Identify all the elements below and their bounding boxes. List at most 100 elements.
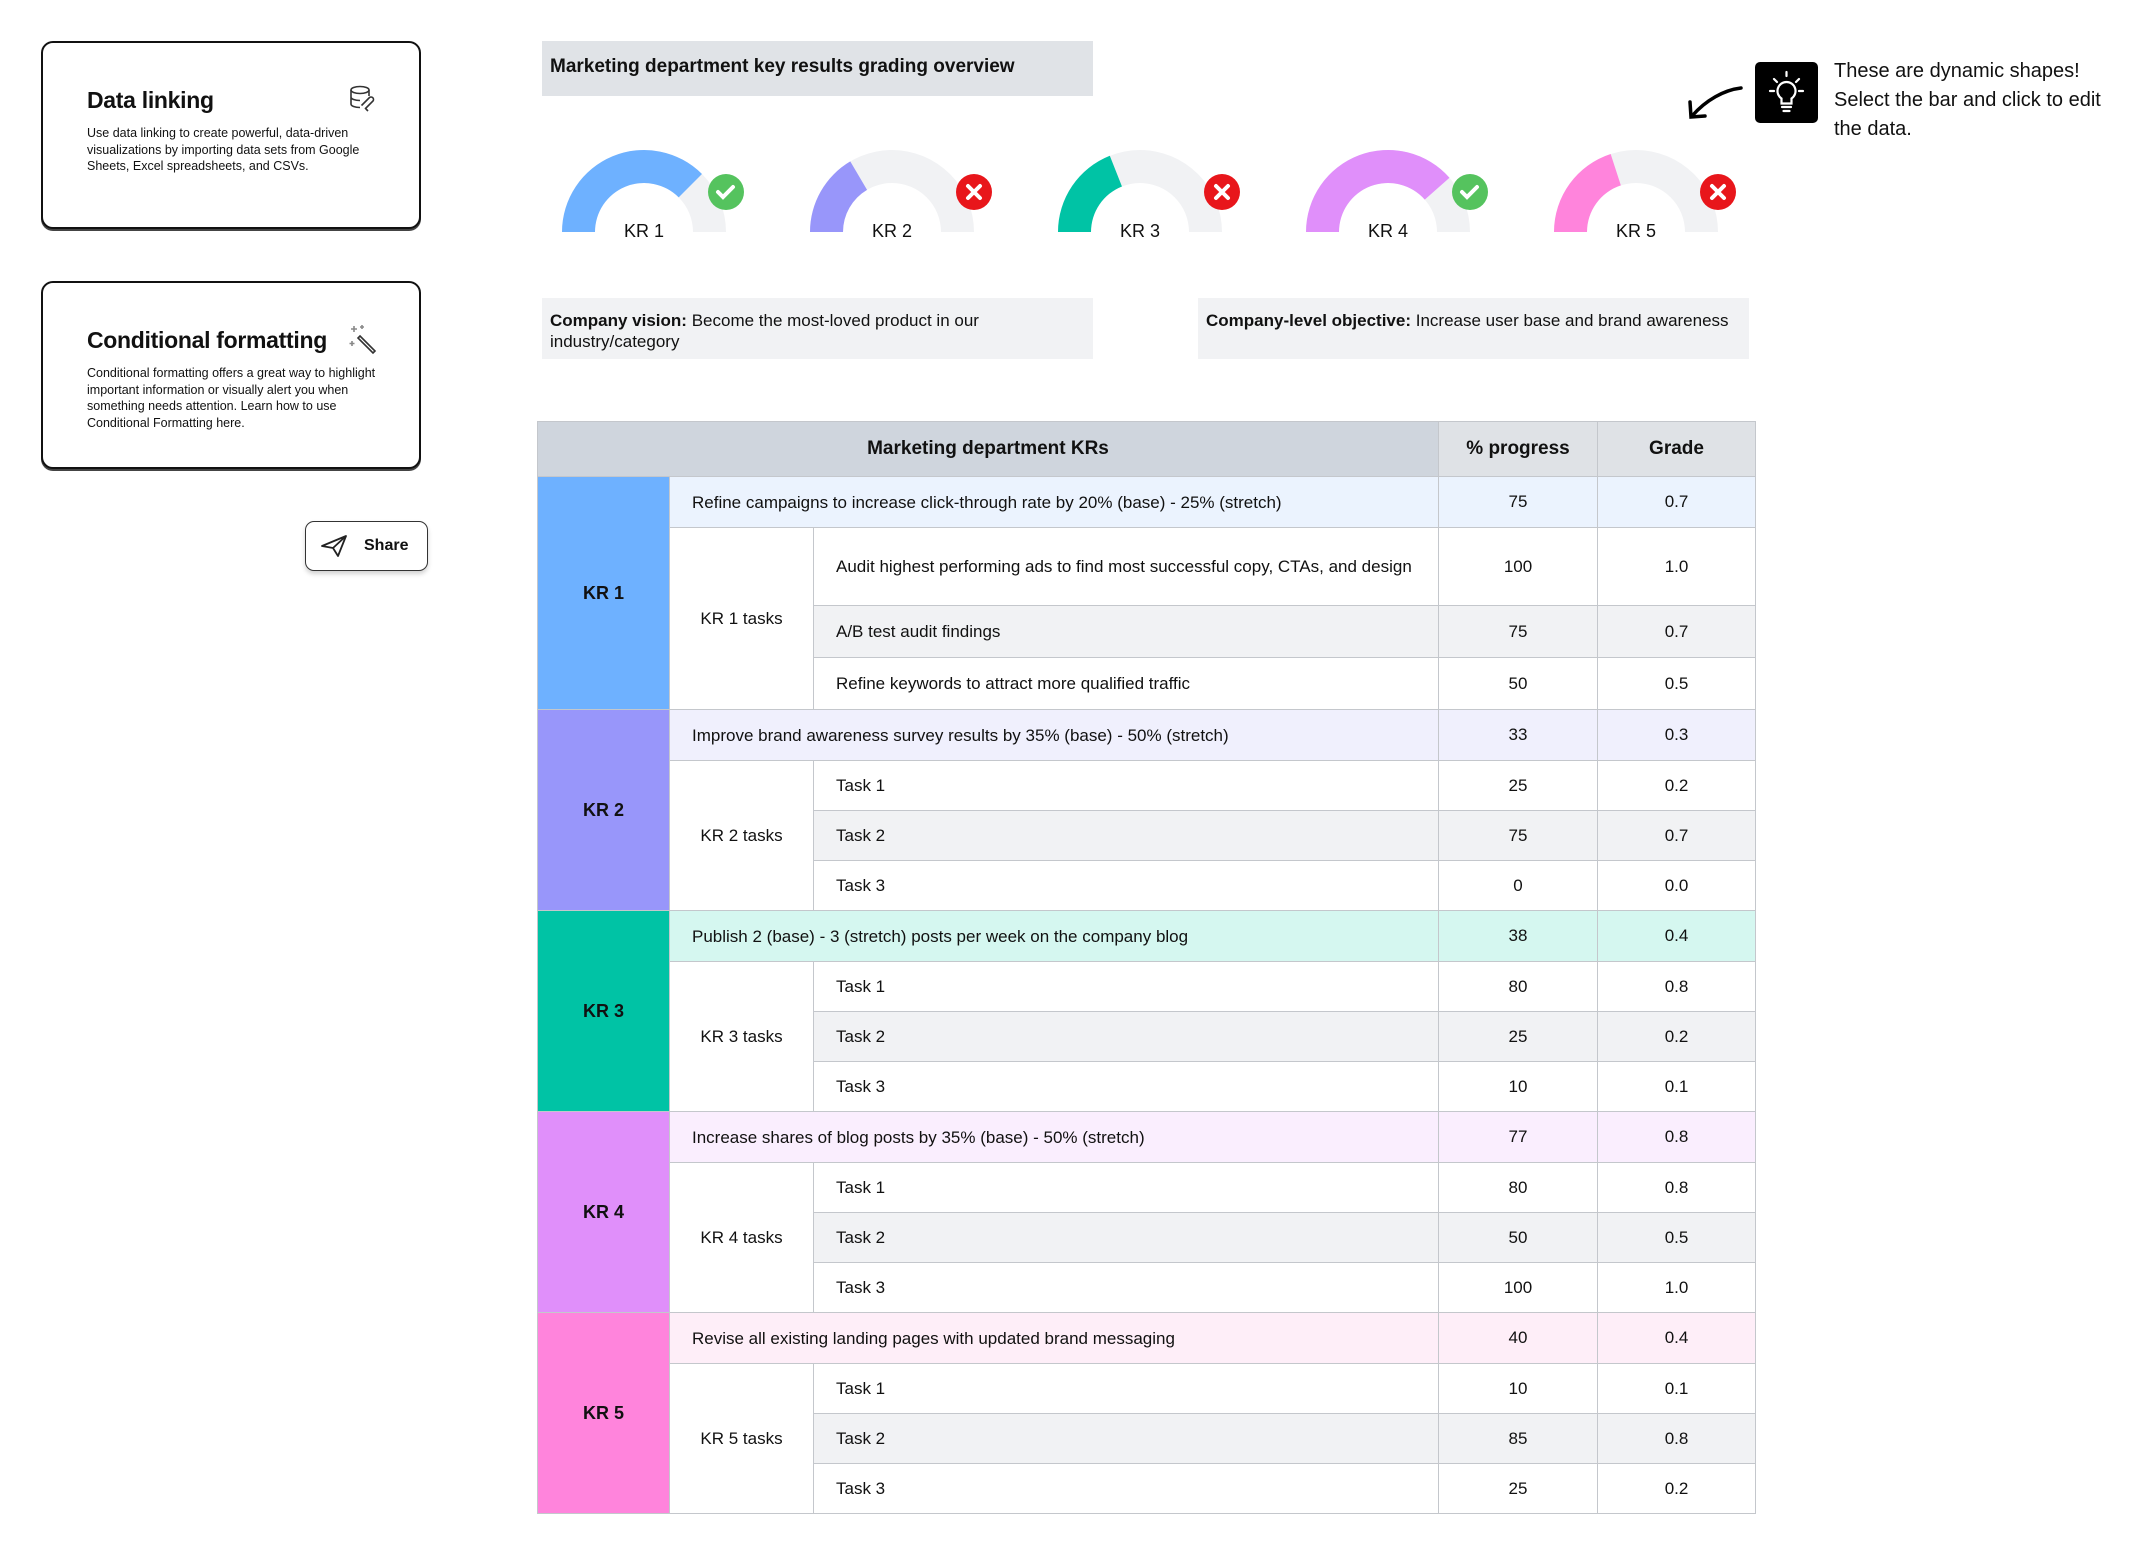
task-name: Task 1 [812, 1363, 1440, 1414]
kr-grade: 0.8 [1597, 1111, 1757, 1163]
company-vision: Company vision: Become the most-loved pr… [542, 298, 1093, 359]
gauge-label: KR 4 [1368, 221, 1408, 241]
tasks-label: KR 4 tasks [669, 1162, 814, 1313]
card-body: Conditional formatting offers a great wa… [87, 366, 376, 430]
task-name: Task 1 [812, 961, 1440, 1012]
gauge-label: KR 2 [872, 221, 912, 241]
task-grade: 0.1 [1597, 1061, 1757, 1112]
gauge-fill-2 [810, 161, 868, 232]
task-progress: 50 [1438, 657, 1599, 710]
task-progress: 75 [1438, 810, 1599, 861]
kr-row: KR 1 Refine campaigns to increase click-t… [537, 476, 1757, 710]
data-linking-card[interactable]: Data linking Use data linking to create … [41, 41, 421, 229]
tasks-label: KR 3 tasks [669, 961, 814, 1112]
task-progress: 100 [1438, 527, 1599, 606]
task-progress: 10 [1438, 1363, 1599, 1414]
kr-label: KR 2 [537, 709, 670, 911]
task-name: Task 1 [812, 1162, 1440, 1213]
header-grade: Grade [1597, 421, 1757, 477]
task-grade: 0.8 [1597, 1162, 1757, 1213]
kr-progress: 77 [1438, 1111, 1599, 1163]
gauge-label: KR 5 [1616, 221, 1656, 241]
task-progress: 25 [1438, 1011, 1599, 1062]
task-grade: 0.5 [1597, 1212, 1757, 1263]
task-grade: 1.0 [1597, 527, 1757, 606]
task-progress: 75 [1438, 605, 1599, 658]
task-grade: 0.8 [1597, 961, 1757, 1012]
kr-label: KR 4 [537, 1111, 670, 1313]
tasks-label: KR 1 tasks [669, 527, 814, 710]
kr-label: KR 3 [537, 910, 670, 1112]
task-progress: 50 [1438, 1212, 1599, 1263]
kr-row: KR 2 Improve brand awareness survey resul… [537, 709, 1757, 911]
task-grade: 0.5 [1597, 657, 1757, 710]
task-progress: 85 [1438, 1413, 1599, 1464]
task-name: Task 3 [812, 1463, 1440, 1514]
vision-text: Become the most-loved product in our ind… [550, 311, 979, 351]
tip-text: These are dynamic shapes! Select the bar… [1834, 60, 2101, 140]
kr-grade: 0.3 [1597, 709, 1757, 761]
x-mark-icon [966, 184, 982, 200]
paper-plane-icon [321, 535, 347, 557]
kr-title: Improve brand awareness survey results b… [668, 709, 1440, 761]
task-grade: 0.7 [1597, 605, 1757, 658]
gauge-fill-3 [1058, 155, 1122, 232]
task-grade: 0.2 [1597, 1011, 1757, 1062]
task-name: A/B test audit findings [812, 605, 1440, 658]
gauge-charts: KR 1 KR 2 KR 3 KR 4 KR 5 [562, 149, 1736, 241]
task-grade: 1.0 [1597, 1262, 1757, 1313]
vision-label: Company vision: [550, 311, 687, 330]
task-grade: 0.1 [1597, 1363, 1757, 1414]
objective-text: Increase user base and brand awareness [1411, 311, 1729, 330]
overview-title: Marketing department key results grading… [542, 41, 1093, 96]
database-link-icon [350, 85, 375, 112]
conditional-formatting-card[interactable]: Conditional formatting Conditional forma… [41, 281, 421, 469]
task-name: Task 2 [812, 1011, 1440, 1062]
task-name: Task 2 [812, 1212, 1440, 1263]
task-row: KR 4 tasks Task 1 80 0.8 [537, 1162, 1757, 1313]
lightbulb-icon [1755, 62, 1818, 123]
task-grade: 0.7 [1597, 810, 1757, 861]
task-grade: 0.0 [1597, 860, 1757, 911]
task-row: KR 2 tasks Task 1 25 0.2 [537, 760, 1757, 911]
gauge-fill-1 [562, 150, 702, 232]
x-mark-icon [1710, 184, 1726, 200]
objective-label: Company-level objective: [1206, 311, 1412, 330]
task-name: Task 1 [812, 760, 1440, 811]
task-progress: 100 [1438, 1262, 1599, 1313]
task-name: Task 3 [812, 1061, 1440, 1112]
task-grade: 0.2 [1597, 1463, 1757, 1514]
task-name: Audit highest performing ads to find mos… [812, 527, 1440, 606]
card-title: Conditional formatting [87, 327, 327, 353]
kr-title: Refine campaigns to increase click-throu… [668, 476, 1440, 528]
task-grade: 0.2 [1597, 760, 1757, 811]
x-mark-icon [1214, 184, 1230, 200]
task-name: Task 3 [812, 860, 1440, 911]
magic-wand-icon [349, 325, 377, 355]
kr-row: KR 3 Publish 2 (base) - 3 (stretch) posts… [537, 910, 1757, 1112]
checkmark-icon [716, 185, 735, 200]
task-progress: 25 [1438, 760, 1599, 811]
kr-title: Publish 2 (base) - 3 (stretch) posts per… [668, 910, 1440, 962]
task-progress: 25 [1438, 1463, 1599, 1514]
task-name: Task 3 [812, 1262, 1440, 1313]
card-body: Use data linking to create powerful, dat… [87, 126, 360, 173]
kr-label: KR 1 [537, 476, 670, 710]
share-button[interactable]: Share [305, 521, 428, 571]
kr-label: KR 5 [537, 1312, 670, 1514]
task-row: Task 3 100 1.0 [537, 1262, 1757, 1313]
task-progress: 80 [1438, 961, 1599, 1012]
task-progress: 80 [1438, 1162, 1599, 1213]
gauge-label: KR 3 [1120, 221, 1160, 241]
header-progress: % progress [1438, 421, 1599, 477]
gauge-fill-5 [1554, 154, 1621, 232]
kr-title: Increase shares of blog posts by 35% (ba… [668, 1111, 1440, 1163]
curved-arrow-icon [1688, 86, 1743, 119]
kr-grade: 0.4 [1597, 1312, 1757, 1364]
tasks-label: KR 2 tasks [669, 760, 814, 911]
gauge-fill-4 [1306, 149, 1450, 232]
card-title: Data linking [87, 87, 214, 113]
kr-grade: 0.4 [1597, 910, 1757, 962]
company-objective: Company-level objective: Increase user b… [1198, 298, 1749, 359]
kr-progress: 75 [1438, 476, 1599, 528]
